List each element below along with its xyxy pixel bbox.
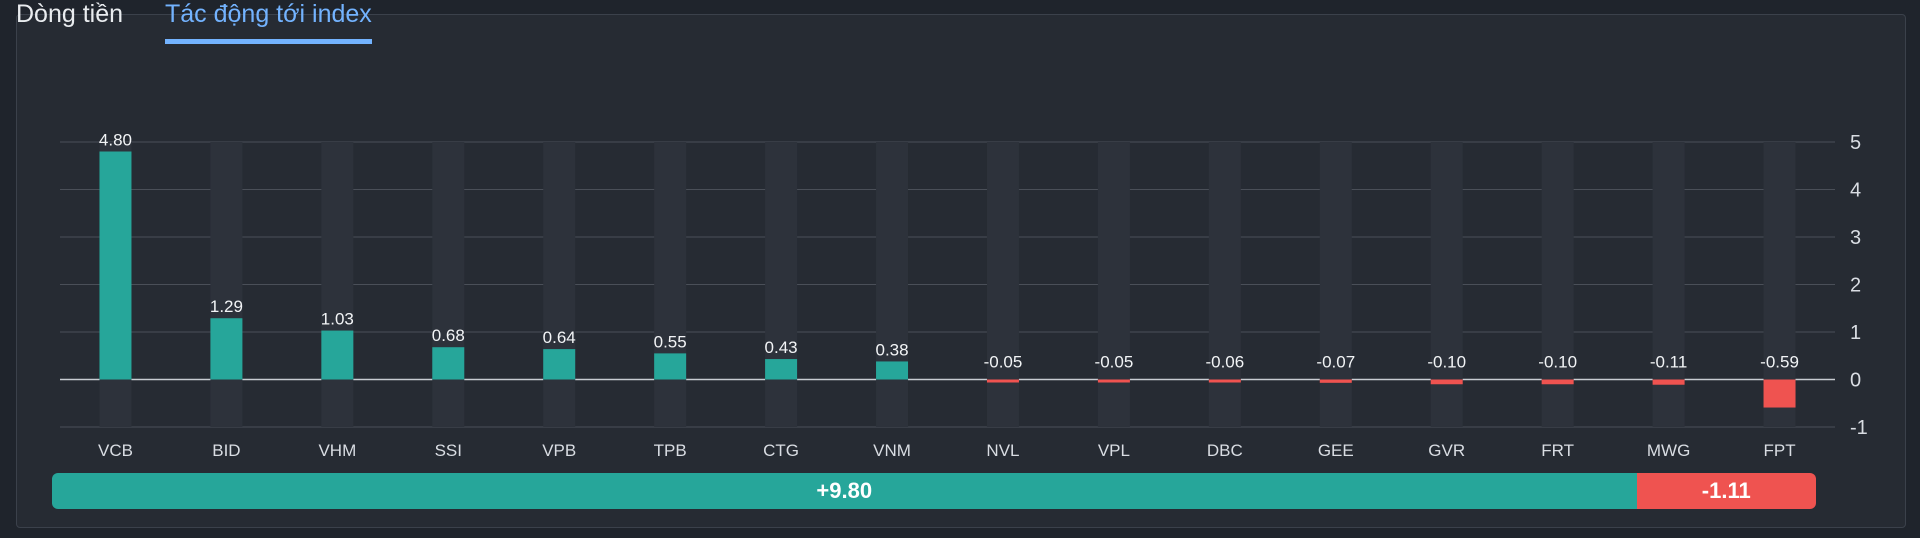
x-tick-label: VPB [542,441,576,460]
value-label: -0.07 [1316,353,1355,372]
x-tick-label: VNM [873,441,911,460]
x-tick-label: MWG [1647,441,1690,460]
bar-vpb [543,349,576,380]
index-impact-chart: 5 4 3 2 1 0 -1 4.80 VCB 1.29 BID 1.03 VHM 0.68 SSI 0.64… [60,131,1868,460]
value-label: 0.43 [765,338,798,357]
y-tick-label: 5 [1850,132,1861,154]
bar-column-bg [432,142,465,427]
total-positive-label: +9.80 [816,478,873,503]
bar-nvl [986,379,1019,383]
x-tick-label: NVL [986,441,1019,460]
bar-ssi [432,347,465,380]
total-negative-label: -1.11 [1701,478,1751,503]
x-tick-label: GEE [1318,441,1354,460]
y-tick-label: 4 [1850,180,1861,202]
bar-vpl [1097,379,1130,383]
x-tick-label: BID [212,441,240,460]
y-tick-label: -1 [1850,417,1868,439]
x-tick-label: VCB [98,441,133,460]
bar-gvr [1430,379,1463,385]
bar-column-bg [876,142,909,427]
x-tick-label: CTG [763,441,799,460]
bar-fpt [1763,379,1796,408]
y-tick-label: 2 [1850,275,1861,297]
bar-ctg [765,359,798,380]
x-tick-label: GVR [1428,441,1465,460]
value-label: -0.05 [984,353,1023,372]
tab-dong-tien[interactable]: Dòng tiền [16,0,124,28]
bar-column-bg [765,142,798,427]
x-tick-label: FPT [1763,441,1795,460]
value-label: 1.03 [321,310,354,329]
total-negative-bar: -1.11 [1636,473,1816,509]
tab-tac-dong-toi-index[interactable]: Tác động tới index [165,0,372,44]
x-tick-label: SSI [435,441,462,460]
value-label: -0.59 [1760,353,1799,372]
bar-column-bg [543,142,576,427]
bar-column-bg [654,142,687,427]
bar-dbc [1208,379,1241,383]
bar-tpb [654,353,687,380]
bar-column-bg [986,142,1019,427]
y-tick-label: 3 [1850,227,1861,249]
x-tick-label: VHM [318,441,356,460]
value-label: -0.06 [1205,353,1244,372]
y-tick-label: 0 [1850,370,1861,392]
bar-mwg [1652,379,1685,385]
value-label: 4.80 [99,131,132,150]
bar-column-bg [210,142,243,427]
bar-column-bg [1097,142,1130,427]
x-tick-label: TPB [654,441,687,460]
value-label: -0.11 [1650,353,1688,372]
bar-bid [210,318,243,380]
value-label: 0.64 [543,328,576,347]
x-tick-label: VPL [1098,441,1130,460]
bar-gee [1319,379,1352,383]
total-positive-bar: +9.80 [52,473,1637,509]
x-tick-label: DBC [1207,441,1243,460]
bar-column-bg [1319,142,1352,427]
value-label: -0.10 [1427,353,1466,372]
bar-vhm [321,330,354,380]
y-tick-label: 1 [1850,322,1861,344]
bar-vcb [99,151,132,380]
bar-vnm [876,361,909,380]
value-label: 1.29 [210,297,243,316]
bar-column-bg [321,142,354,427]
value-label: -0.05 [1095,353,1134,372]
value-label: -0.10 [1538,353,1577,372]
value-label: 0.38 [875,340,908,359]
x-tick-label: FRT [1541,441,1574,460]
value-label: 0.55 [654,332,687,351]
value-label: 0.68 [432,326,465,345]
bar-column-bg [1208,142,1241,427]
bar-frt [1541,379,1574,385]
